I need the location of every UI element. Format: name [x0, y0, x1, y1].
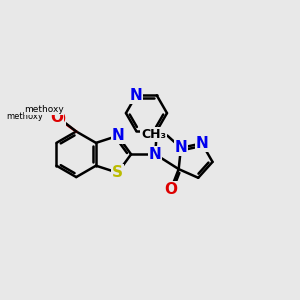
- Text: N: N: [111, 128, 124, 143]
- Text: N: N: [130, 88, 142, 103]
- Text: CH₃: CH₃: [141, 128, 166, 141]
- Text: O: O: [52, 112, 65, 127]
- Text: methoxy: methoxy: [24, 105, 64, 114]
- Text: O: O: [51, 110, 64, 125]
- Text: N: N: [175, 140, 187, 155]
- Text: N: N: [196, 136, 208, 151]
- Text: N: N: [149, 147, 162, 162]
- Text: S: S: [112, 165, 123, 180]
- Text: O: O: [164, 182, 177, 197]
- Text: methoxy: methoxy: [6, 112, 43, 121]
